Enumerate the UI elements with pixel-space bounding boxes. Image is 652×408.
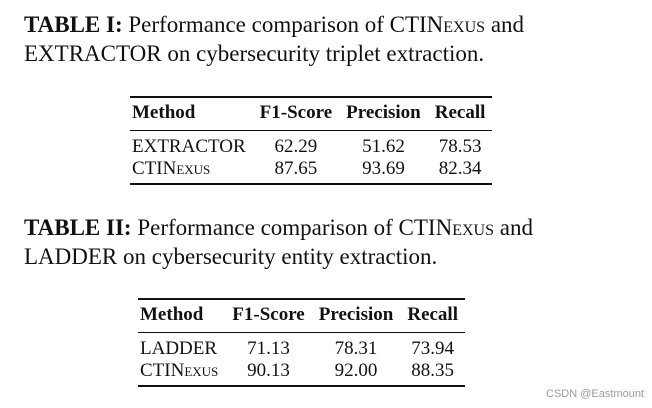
table-1-label: TABLE I:	[24, 12, 123, 37]
method-cell: LADDER	[138, 333, 225, 361]
table-2-header-row: Method F1-Score Precision Recall	[138, 299, 465, 333]
f1-score-cell: 71.13	[247, 338, 290, 359]
f1-score-cell: 90.13	[225, 360, 312, 387]
precision-cell: 78.31	[334, 338, 378, 359]
method-cell: CTINexus	[130, 158, 253, 185]
header-f1-score: F1-Score	[259, 102, 333, 123]
table-1-caption: TABLE I: Performance comparison of CTINe…	[24, 10, 624, 68]
recall-cell: 73.94	[411, 338, 455, 359]
header-f1-score: F1-Score	[232, 304, 305, 325]
recall-cell: 82.34	[427, 158, 493, 185]
method-name-smallcaps: Nexus	[170, 360, 219, 381]
recall-cell: 78.53	[438, 136, 482, 157]
table-row: CTINexus 87.65 93.69 82.34	[130, 158, 493, 185]
precision-cell: 93.69	[339, 158, 428, 185]
header-method: Method	[132, 102, 196, 123]
table-1-caption-text-b: and EXTRACTOR on cybersecurity triplet e…	[24, 12, 525, 66]
header-method: Method	[140, 304, 204, 325]
table-2-caption-smallcaps: Nexus	[435, 215, 494, 240]
method-name-smallcaps: Nexus	[162, 158, 211, 179]
header-precision: Precision	[346, 102, 421, 123]
table-2-caption-text-a: Performance comparison of CTI	[131, 215, 436, 240]
method-name: CTI	[140, 360, 171, 381]
table-row: EXTRACTOR 62.29 51.62 78.53	[130, 131, 492, 159]
table-1-caption-smallcaps: Nexus	[426, 12, 486, 37]
table-2-label: TABLE II:	[24, 215, 132, 240]
table-row: LADDER 71.13 78.31 73.94	[138, 333, 465, 361]
f1-score-cell: 62.29	[274, 136, 318, 157]
precision-cell: 92.00	[311, 360, 401, 387]
method-name: LADDER	[140, 338, 218, 359]
table-1-caption-text-a: Performance comparison of CTI	[122, 12, 427, 37]
table-2-caption: TABLE II: Performance comparison of CTIN…	[24, 213, 624, 271]
f1-score-cell: 87.65	[252, 158, 340, 185]
table-row: CTINexus 90.13 92.00 88.35	[138, 360, 465, 387]
table-1: Method F1-Score Precision Recall EXTRACT…	[130, 96, 493, 185]
table-2-caption-text-b: and LADDER on cybersecurity entity extra…	[24, 215, 533, 269]
method-name: EXTRACTOR	[132, 136, 246, 157]
method-cell: EXTRACTOR	[130, 131, 253, 159]
watermark: CSDN @Eastmount	[546, 388, 644, 400]
header-recall: Recall	[434, 102, 486, 123]
table-2: Method F1-Score Precision Recall LADDER …	[138, 298, 465, 387]
method-name: CTI	[132, 158, 163, 179]
header-recall: Recall	[407, 304, 458, 325]
recall-cell: 88.35	[400, 360, 465, 387]
precision-cell: 51.62	[362, 136, 405, 157]
table-1-header-row: Method F1-Score Precision Recall	[130, 97, 493, 131]
header-precision: Precision	[318, 304, 394, 325]
method-cell: CTINexus	[138, 360, 226, 387]
